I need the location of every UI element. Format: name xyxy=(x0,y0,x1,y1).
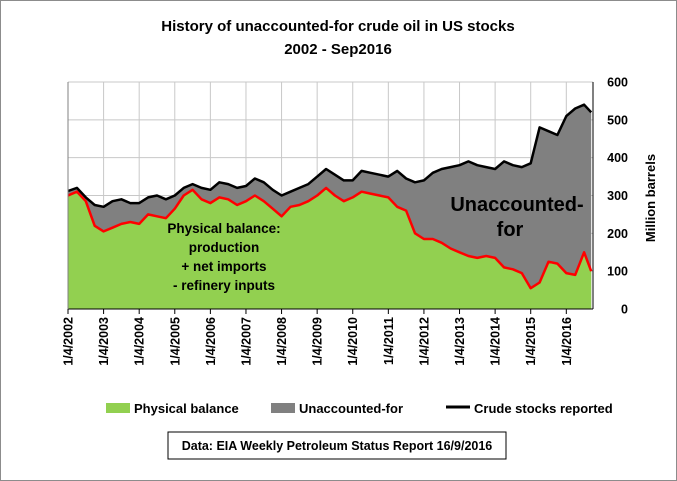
y-tick-label: 200 xyxy=(607,227,628,241)
legend-label-physical: Physical balance xyxy=(134,401,239,416)
legend-swatch-physical xyxy=(106,403,130,413)
legend-swatch-unaccounted xyxy=(271,403,295,413)
line-series xyxy=(67,103,593,290)
legend-label-unaccounted: Unaccounted-for xyxy=(299,401,403,416)
x-tick-labels: 1/4/2002 1/4/2003 1/4/2004 1/4/2005 1/4/2006… xyxy=(62,317,574,366)
legend: Physical balance Unaccounted-for Crude s… xyxy=(106,401,613,416)
x-tick-label: 1/4/2003 xyxy=(97,317,111,366)
y-tick-label: 600 xyxy=(607,76,628,90)
x-tick-label: 1/4/2014 xyxy=(489,317,503,366)
x-tick-label: 1/4/2015 xyxy=(524,317,538,366)
annotation-unaccounted-line-2: for xyxy=(497,219,524,241)
area-series xyxy=(68,104,592,309)
x-tick-label: 1/4/2005 xyxy=(168,317,182,366)
y-tick-labels: 0 100 200 300 400 500 600 xyxy=(607,76,628,317)
annotation-physical-line-1: Physical balance: xyxy=(167,221,280,236)
crude-stocks-line xyxy=(67,103,593,209)
x-tick-label: 1/4/2007 xyxy=(239,317,253,366)
annotation-physical-line-3: + net imports xyxy=(181,259,266,274)
x-tick-label: 1/4/2011 xyxy=(382,317,396,365)
annotation-physical-line-2: production xyxy=(189,240,260,255)
annotation-unaccounted-line-1: Unaccounted- xyxy=(450,194,583,216)
y-tick-label: 300 xyxy=(607,189,628,203)
y-tick-label: 0 xyxy=(621,303,628,317)
x-tick-label: 1/4/2002 xyxy=(62,317,76,366)
y-tick-label: 500 xyxy=(607,113,628,127)
y-tick-label: 100 xyxy=(607,265,628,279)
x-tick-label: 1/4/2016 xyxy=(560,317,574,366)
annotation-physical-line-4: - refinery inputs xyxy=(173,278,275,293)
physical-balance-line xyxy=(67,186,593,290)
x-tick-label: 1/4/2006 xyxy=(204,317,218,366)
x-tick-label: 1/4/2009 xyxy=(311,317,325,366)
x-tick-label: 1/4/2012 xyxy=(417,317,431,366)
y-tick-label: 400 xyxy=(607,151,628,165)
x-tick-label: 1/4/2004 xyxy=(133,317,147,366)
y-axis-label: Million barrels xyxy=(643,154,658,242)
source-box xyxy=(167,431,507,460)
legend-label-stocks: Crude stocks reported xyxy=(474,401,613,416)
x-tick-label: 1/4/2008 xyxy=(275,317,289,366)
x-tick-label: 1/4/2010 xyxy=(346,317,360,366)
axes xyxy=(67,82,594,310)
chart-title-line-1: History of unaccounted-for crude oil in … xyxy=(161,18,514,35)
source-note: Data: EIA Weekly Petroleum Status Report… xyxy=(182,439,493,453)
x-tick-label: 1/4/2013 xyxy=(453,317,467,366)
chart-title-line-2: 2002 - Sep2016 xyxy=(284,41,392,58)
physical-balance-area xyxy=(68,187,592,309)
